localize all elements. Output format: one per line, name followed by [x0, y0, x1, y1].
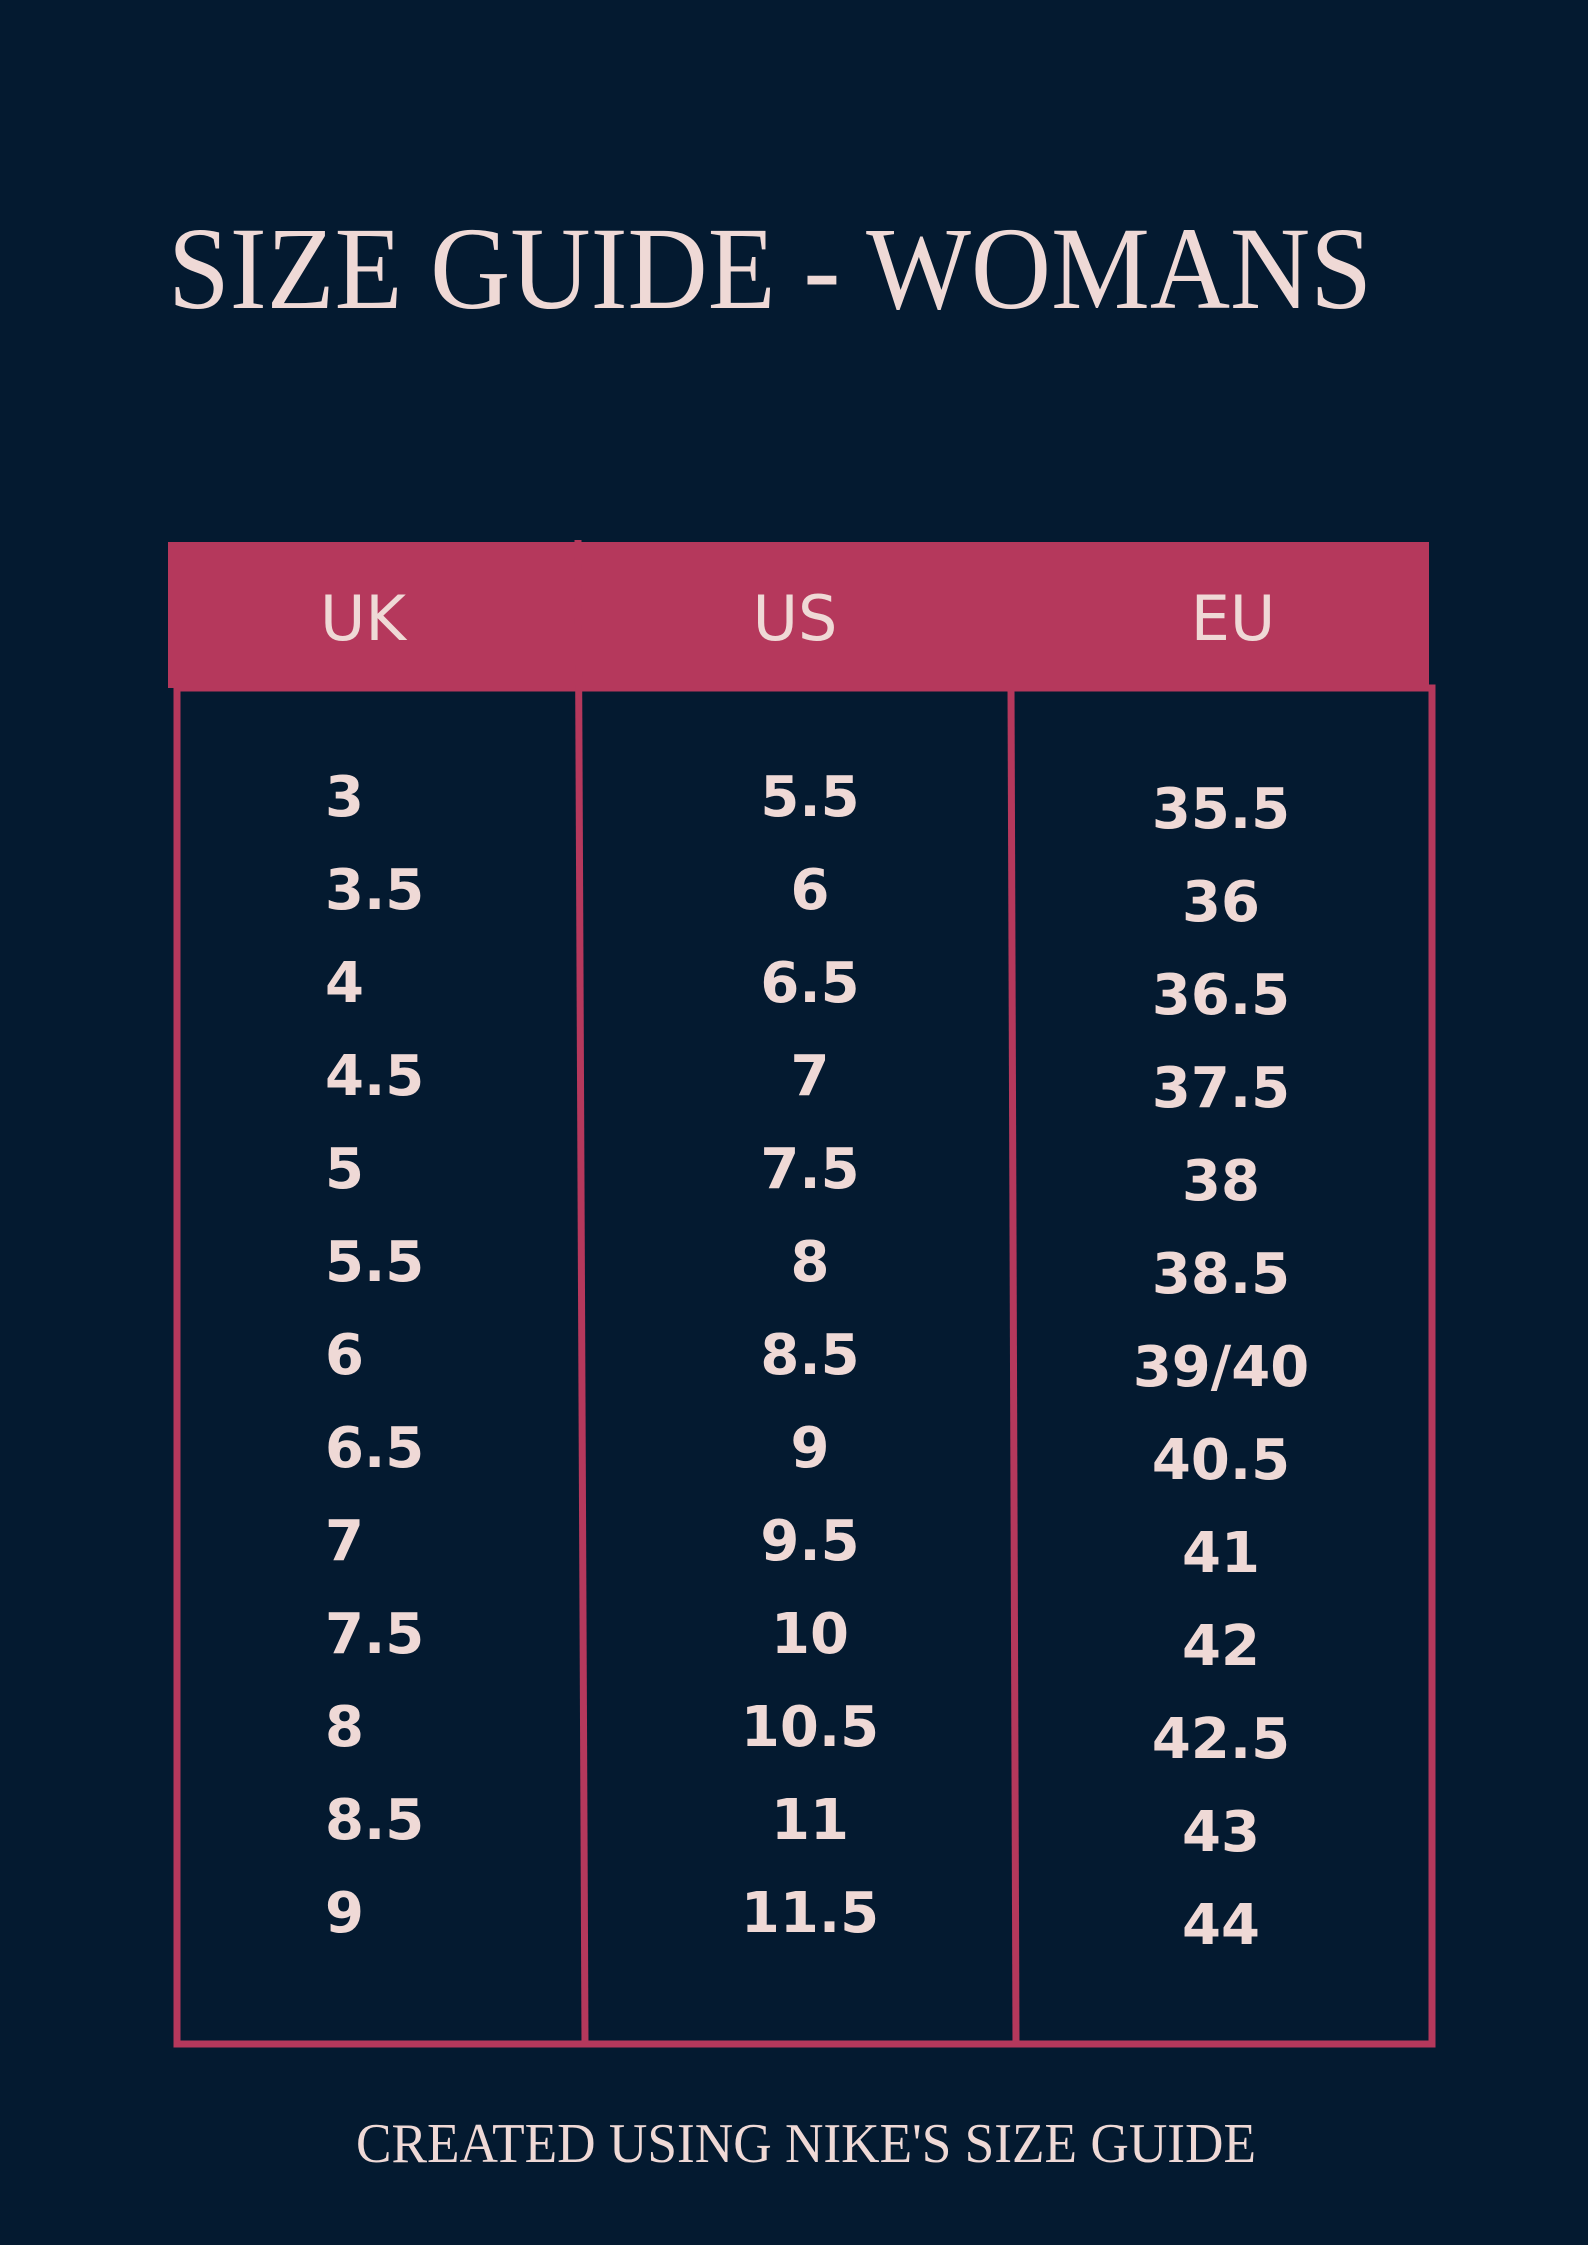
size-cell: 36.5	[1152, 963, 1290, 1028]
size-cell: 5	[325, 1137, 364, 1202]
size-cell: 38	[1182, 1149, 1260, 1214]
column-divider	[1007, 687, 1020, 2045]
size-cell: 3	[325, 765, 364, 830]
size-cell: 5.5	[760, 765, 859, 830]
size-cell: 6.5	[325, 1416, 424, 1481]
size-cell: 9	[325, 1881, 364, 1946]
size-cell: 38.5	[1152, 1242, 1290, 1307]
size-cell: 37.5	[1152, 1056, 1290, 1121]
size-cell: 7	[791, 1044, 830, 1109]
size-cell: 8	[791, 1230, 830, 1295]
column-header: US	[753, 582, 838, 655]
column-header: UK	[320, 582, 407, 655]
size-cell: 40.5	[1152, 1428, 1290, 1493]
size-cell: 6	[325, 1323, 364, 1388]
size-cell: 39/40	[1133, 1335, 1309, 1400]
size-cell: 42.5	[1152, 1707, 1290, 1772]
table-border	[173, 684, 1436, 2048]
size-cell: 4.5	[325, 1044, 424, 1109]
size-cell: 8.5	[325, 1788, 424, 1853]
size-cell: 36	[1182, 870, 1260, 935]
column-divider	[574, 539, 589, 2045]
size-cell: 6.5	[760, 951, 859, 1016]
size-cell: 11	[771, 1788, 849, 1853]
footer: CREATED USING NIKE'S SIZE GUIDE	[356, 2113, 1256, 2175]
size-cell: 9.5	[760, 1509, 859, 1574]
size-cell: 4	[325, 951, 364, 1016]
table-header	[168, 542, 1429, 688]
size-cell: 7.5	[760, 1137, 859, 1202]
size-cell: 10.5	[741, 1695, 879, 1760]
size-cell: 11.5	[741, 1881, 879, 1946]
size-cell: 6	[791, 858, 830, 923]
size-cell: 7.5	[325, 1602, 424, 1667]
size-cell: 7	[325, 1509, 364, 1574]
size-cell: 43	[1182, 1800, 1260, 1865]
title: SIZE GUIDE - WOMANS	[168, 203, 1372, 334]
size-cell: 10	[771, 1602, 849, 1667]
size-cell: 5.5	[325, 1230, 424, 1295]
column-header: EU	[1191, 582, 1276, 655]
size-cell: 8	[325, 1695, 364, 1760]
size-cell: 3.5	[325, 858, 424, 923]
size-cell: 44	[1182, 1893, 1260, 1958]
size-cell: 35.5	[1152, 777, 1290, 842]
size-cell: 9	[791, 1416, 830, 1481]
size-cell: 8.5	[760, 1323, 859, 1388]
size-cell: 42	[1182, 1614, 1260, 1679]
size-cell: 41	[1182, 1521, 1260, 1586]
